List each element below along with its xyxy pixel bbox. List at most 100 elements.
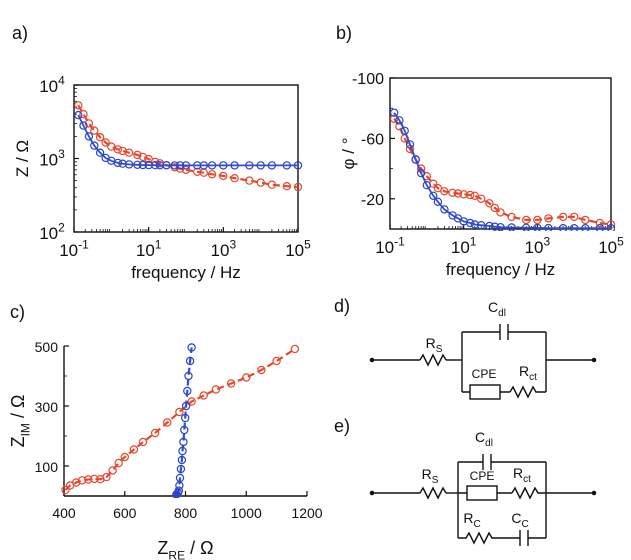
series-2-point	[282, 161, 291, 170]
series-2-point	[395, 116, 404, 125]
series-1-point	[267, 180, 277, 189]
series-1-point	[138, 437, 148, 447]
series-1-point	[101, 138, 110, 147]
series-1-point	[102, 472, 111, 482]
series-1-point	[257, 365, 266, 375]
series-1-point	[108, 466, 117, 475]
label-rct-e: Rct	[513, 465, 531, 485]
x-tick-label: 101	[451, 234, 477, 257]
series-2-point	[150, 160, 160, 170]
series-1-point	[544, 214, 553, 223]
series-1-point	[242, 373, 251, 382]
panel-label-e: e)	[334, 416, 350, 436]
series-1-point	[114, 458, 123, 468]
series-1-point	[293, 182, 303, 192]
label-cpe-e: CPE	[470, 469, 495, 483]
series-1-point	[211, 385, 221, 394]
panel-label-c: c)	[10, 302, 25, 322]
series-2-point	[187, 343, 196, 352]
series-1-point	[581, 215, 590, 225]
series-1-point	[477, 194, 486, 203]
series-2-point	[180, 425, 189, 435]
series-1-fit-line	[77, 104, 299, 189]
series-2-point	[245, 161, 254, 170]
cpe-element	[466, 485, 498, 501]
series-1-point	[95, 132, 105, 142]
series-2-point	[219, 161, 228, 170]
series-2-point	[74, 110, 83, 120]
series-2-point	[185, 356, 195, 366]
x-axis-label: frequency / Hz	[131, 263, 241, 282]
x-tick-label: 101	[136, 237, 162, 260]
series-1-point	[124, 148, 134, 157]
panel-label-a: a)	[12, 23, 28, 43]
series-1-point	[570, 212, 579, 222]
series-1-point	[133, 150, 142, 160]
series-2-point	[411, 155, 420, 164]
series-1-point	[453, 189, 463, 198]
series-2-point	[267, 161, 277, 170]
y-axis-label: ZIM / Ω	[8, 395, 32, 448]
series-2-point	[256, 161, 265, 170]
y-tick-label: 103	[39, 147, 65, 170]
series-2-point	[422, 180, 431, 190]
series-2-point	[138, 160, 148, 170]
series-1-point	[230, 173, 239, 183]
label-cdl-d: Cdl	[488, 299, 506, 319]
series-2-point	[144, 160, 153, 170]
series-1-point	[90, 474, 99, 484]
circuit-d	[369, 324, 597, 400]
panel-label-d: d)	[334, 296, 350, 316]
series-2-point	[544, 223, 553, 231]
series-1-point	[90, 126, 99, 135]
x-tick-label: 600	[113, 505, 137, 521]
series-2-point	[496, 223, 505, 231]
label-cdl-e: Cdl	[475, 429, 493, 449]
series-2-fit-line	[175, 347, 193, 496]
series-2-point	[175, 473, 185, 483]
series-2-point	[179, 437, 188, 447]
series-1-point	[440, 187, 449, 196]
resistor-rs	[419, 353, 447, 367]
series-1-point	[120, 452, 130, 462]
x-tick-label: 10-1	[375, 234, 405, 257]
label-rct-d: Rct	[519, 363, 537, 383]
series-2-point	[118, 159, 127, 168]
series-1-fit-line	[64, 348, 296, 491]
x-tick-label: 105	[285, 237, 311, 260]
series-2-point	[184, 371, 193, 381]
series-2-fit-line	[77, 114, 298, 167]
series-2-point	[477, 220, 486, 230]
series-2-point	[176, 464, 186, 474]
series-1-point	[129, 445, 139, 454]
series-2-point	[199, 161, 208, 170]
y-tick-label: -20	[361, 192, 384, 209]
y-tick-label: -100	[352, 71, 384, 88]
label-rs-d: RS	[426, 335, 443, 355]
y-tick-label: 100	[35, 459, 59, 475]
series-2-point	[405, 140, 415, 149]
capacitor-cdl	[462, 324, 546, 340]
series-2-point	[390, 108, 399, 117]
series-1-point	[496, 208, 505, 217]
series-2-point	[485, 221, 494, 231]
series-2-origin-point	[172, 491, 180, 498]
series-2-point	[95, 148, 105, 157]
x-tick-label: 1000	[231, 505, 262, 521]
y-tick-label: 104	[39, 73, 65, 96]
y-axis-label: φ / °	[339, 138, 358, 170]
series-2-point	[595, 224, 605, 231]
series-1-point	[490, 203, 499, 213]
series-2-point	[293, 161, 303, 170]
resistor-rc	[458, 531, 518, 545]
series-layer	[61, 343, 300, 498]
resistor-rs	[419, 486, 447, 500]
series-2-point	[470, 220, 479, 229]
series-2-point	[606, 224, 616, 231]
x-tick-label: 103	[525, 234, 551, 257]
series-1-point	[522, 215, 531, 225]
series-1-point	[256, 178, 265, 187]
series-2-point	[133, 160, 142, 169]
series-2-point	[440, 205, 449, 214]
